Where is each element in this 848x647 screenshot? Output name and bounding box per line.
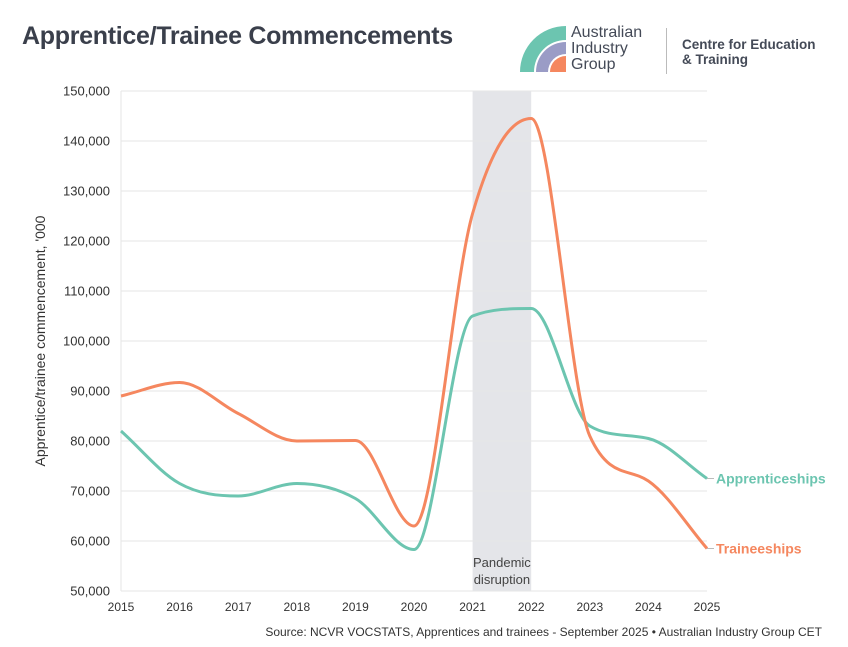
y-tick-label: 60,000 bbox=[70, 534, 110, 549]
logo-divider bbox=[666, 28, 667, 74]
annotation-label: Pandemic bbox=[473, 555, 531, 570]
x-tick-label: 2024 bbox=[635, 600, 662, 614]
x-tick-label: 2017 bbox=[225, 600, 252, 614]
x-tick-label: 2025 bbox=[694, 600, 721, 614]
aig-logo-mark-icon bbox=[520, 26, 566, 72]
y-axis-label: Apprentice/trainee commencement, '000 bbox=[32, 215, 48, 466]
y-tick-label: 90,000 bbox=[70, 384, 110, 399]
x-tick-label: 2018 bbox=[283, 600, 310, 614]
x-tick-label: 2019 bbox=[342, 600, 369, 614]
series-line-apprenticeships bbox=[119, 307, 708, 551]
y-tick-label: 50,000 bbox=[70, 584, 110, 599]
y-tick-label: 130,000 bbox=[63, 184, 110, 199]
x-tick-label: 2020 bbox=[401, 600, 428, 614]
y-tick-label: 110,000 bbox=[64, 284, 110, 299]
logo-text-line: Group bbox=[571, 56, 616, 73]
x-tick-label: 2022 bbox=[518, 600, 545, 614]
x-tick-label: 2021 bbox=[459, 600, 486, 614]
unit-text-line: & Training bbox=[682, 52, 749, 67]
logo-text-line: Australian bbox=[571, 24, 643, 41]
x-tick-label: 2023 bbox=[576, 600, 603, 614]
y-tick-label: 150,000 bbox=[63, 84, 110, 99]
source-note: Source: NCVR VOCSTATS, Apprentices and t… bbox=[265, 625, 822, 639]
y-tick-label: 100,000 bbox=[63, 334, 110, 349]
unit-text-line: Centre for Education bbox=[682, 37, 816, 52]
series-line-traineeships bbox=[120, 117, 709, 550]
x-tick-label: 2015 bbox=[108, 600, 135, 614]
y-tick-label: 70,000 bbox=[70, 484, 110, 499]
series-label: Traineeships bbox=[716, 541, 802, 557]
x-tick-label: 2016 bbox=[166, 600, 193, 614]
annotation-label: disruption bbox=[474, 572, 530, 587]
y-tick-label: 140,000 bbox=[63, 134, 110, 149]
logo-text-line: Industry bbox=[571, 40, 628, 57]
logo: Australian Industry Group Centre for Edu… bbox=[520, 24, 830, 76]
chart-title: Apprentice/Trainee Commencements bbox=[22, 22, 453, 50]
y-tick-label: 80,000 bbox=[70, 434, 110, 449]
series-label: Apprenticeships bbox=[716, 471, 826, 487]
y-tick-label: 120,000 bbox=[63, 234, 110, 249]
